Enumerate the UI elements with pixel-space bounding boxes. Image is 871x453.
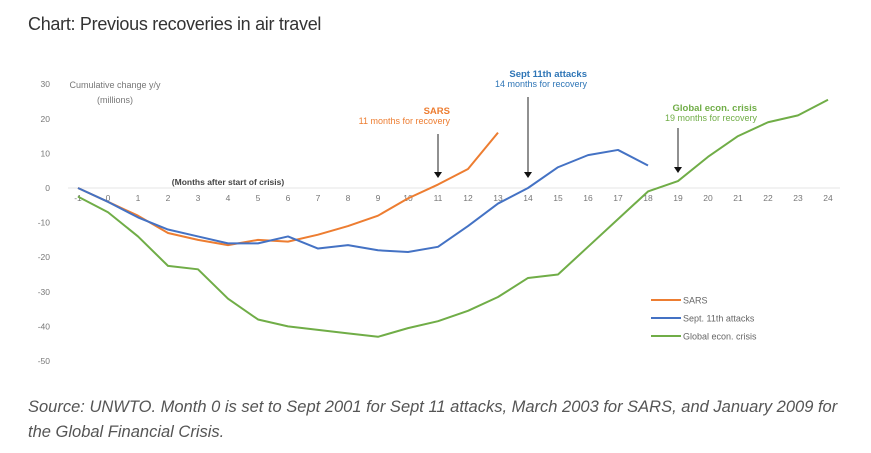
x-tick-label: 19 — [673, 193, 683, 203]
arrow-head-icon — [674, 167, 682, 173]
y-tick-label: 30 — [41, 79, 51, 89]
x-tick-label: 18 — [643, 193, 653, 203]
x-tick-label: 24 — [823, 193, 833, 203]
legend-label: Global econ. crisis — [683, 332, 757, 342]
x-tick-label: 14 — [523, 193, 533, 203]
annotation-title: SARS — [424, 106, 450, 117]
x-axis-label: (Months after start of crisis) — [172, 177, 285, 187]
x-tick-label: 13 — [493, 193, 503, 203]
x-tick-label: -1 — [74, 193, 82, 203]
y-tick-label: 10 — [41, 148, 51, 158]
annotation-title: Sept 11th attacks — [509, 69, 587, 80]
x-tick-label: 11 — [434, 193, 443, 203]
legend-label: SARS — [683, 296, 708, 306]
y-tick-label: -10 — [38, 218, 51, 228]
series-line-sars — [77, 132, 499, 247]
chart-title: Chart: Previous recoveries in air travel — [28, 14, 322, 34]
y-tick-label: 0 — [45, 183, 50, 193]
arrow-head-icon — [524, 172, 532, 178]
legend-label: Sept. 11th attacks — [683, 314, 755, 324]
y-axis-label: Cumulative change y/y — [69, 80, 161, 90]
arrow-head-icon — [434, 172, 442, 178]
x-tick-label: 23 — [793, 193, 803, 203]
x-tick-label: 20 — [703, 193, 713, 203]
x-tick-label: 8 — [346, 193, 351, 203]
y-tick-label: -40 — [38, 321, 51, 331]
y-tick-label: -20 — [38, 252, 51, 262]
x-tick-label: 6 — [286, 193, 291, 203]
y-tick-label: -50 — [38, 356, 51, 366]
x-tick-label: 3 — [196, 193, 201, 203]
x-tick-label: 22 — [763, 193, 773, 203]
x-tick-label: 7 — [316, 193, 321, 203]
x-tick-label: 1 — [136, 193, 141, 203]
x-tick-label: 9 — [376, 193, 381, 203]
x-tick-label: 21 — [733, 193, 743, 203]
annotation-title: Global econ. crisis — [673, 103, 757, 114]
annotation-subtitle: 14 months for recovery — [495, 79, 588, 89]
x-tick-label: 12 — [463, 193, 473, 203]
annotation-subtitle: 19 months for recovery — [665, 113, 758, 123]
x-tick-label: 0 — [106, 193, 111, 203]
annotation-subtitle: 11 months for recovery — [359, 116, 451, 126]
x-tick-label: 16 — [583, 193, 593, 203]
x-tick-label: 5 — [256, 193, 261, 203]
x-tick-label: 15 — [553, 193, 563, 203]
y-axis-label-units: (millions) — [97, 95, 133, 105]
series-line-global-econ-crisis — [77, 98, 829, 338]
series-line-sept-11th-attacks — [77, 148, 649, 254]
chart-caption: Source: UNWTO. Month 0 is set to Sept 20… — [28, 398, 838, 441]
y-tick-label: -30 — [38, 287, 51, 297]
x-tick-label: 17 — [613, 193, 623, 203]
y-tick-label: 20 — [41, 114, 51, 124]
x-tick-label: 2 — [166, 193, 171, 203]
x-tick-label: 4 — [226, 193, 231, 203]
